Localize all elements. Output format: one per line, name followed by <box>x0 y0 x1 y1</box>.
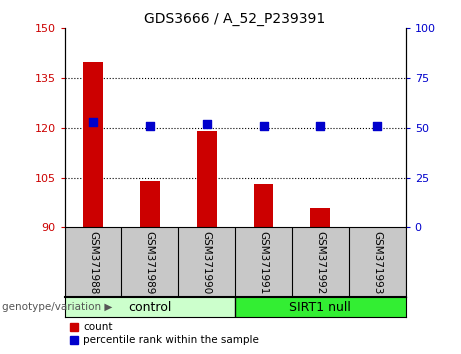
Text: GSM371991: GSM371991 <box>259 231 269 294</box>
Bar <box>83 62 103 227</box>
Point <box>373 123 381 129</box>
Text: genotype/variation ▶: genotype/variation ▶ <box>2 302 112 312</box>
Text: control: control <box>128 301 171 314</box>
Text: GSM371988: GSM371988 <box>88 231 98 294</box>
FancyBboxPatch shape <box>235 297 406 317</box>
Text: GSM371990: GSM371990 <box>201 231 212 294</box>
Point <box>317 123 324 129</box>
Point <box>260 123 267 129</box>
Text: SIRT1 null: SIRT1 null <box>290 301 351 314</box>
Point <box>203 121 210 127</box>
Point <box>146 123 154 129</box>
Bar <box>310 207 331 227</box>
FancyBboxPatch shape <box>65 297 235 317</box>
Legend: count, percentile rank within the sample: count, percentile rank within the sample <box>70 322 259 346</box>
Bar <box>254 184 273 227</box>
Text: GSM371993: GSM371993 <box>372 231 382 294</box>
Text: GSM371992: GSM371992 <box>315 231 325 294</box>
Bar <box>140 181 160 227</box>
Text: GSM371989: GSM371989 <box>145 231 155 294</box>
Bar <box>197 131 217 227</box>
Point <box>89 119 97 125</box>
Title: GDS3666 / A_52_P239391: GDS3666 / A_52_P239391 <box>144 12 326 26</box>
